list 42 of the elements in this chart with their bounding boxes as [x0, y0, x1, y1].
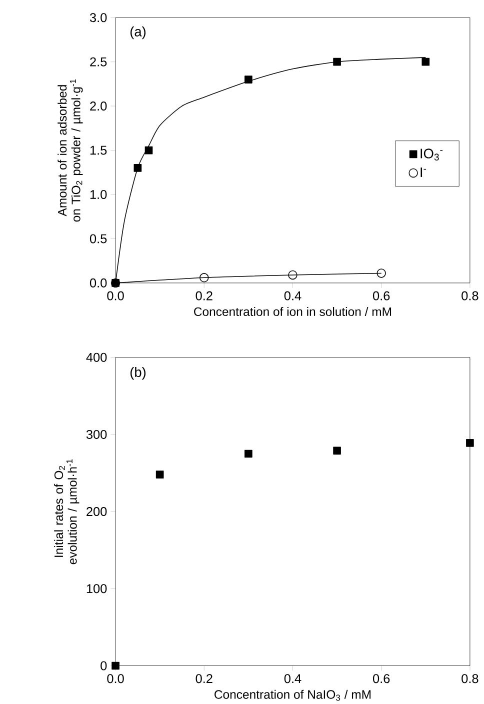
y-tick-label: 1.0 [90, 190, 107, 200]
point [333, 446, 342, 455]
x-tick-label: 0.0 [107, 291, 124, 300]
point [333, 58, 342, 66]
point [112, 662, 120, 670]
x-tick-label: 0.6 [373, 291, 390, 300]
y-tick-label: 2.0 [90, 102, 107, 111]
legend-label: IO$_{3}$- [420, 148, 443, 160]
point [466, 439, 474, 447]
x-tick-label: 0.8 [462, 291, 478, 300]
y-axis-title: Initial rates of O$_{2}$ evolution / µmol·h$^{-1}$ [54, 459, 80, 564]
x-tick-label: 0.2 [196, 291, 213, 300]
y-tick-label: 300 [86, 430, 107, 439]
y-tick-label: 1.5 [90, 146, 107, 155]
point [134, 164, 142, 172]
annotation: (b) [130, 366, 146, 380]
legend-label: I$^{-}$ [420, 168, 426, 177]
y-tick-label: 100 [87, 584, 107, 594]
point [200, 273, 209, 282]
point [244, 450, 253, 458]
y-tick-label: 200 [86, 507, 107, 516]
y-tick-label: 3.0 [90, 13, 107, 22]
point [156, 470, 164, 478]
x-tick-label: 0.2 [196, 674, 213, 684]
point [376, 268, 386, 278]
x-axis-title: Concentration of NaIO$_{3}$ / mM [214, 690, 371, 701]
y-tick-label: 0 [100, 661, 107, 670]
x-axis-title: Concentration of ion in solution / mM [194, 307, 392, 316]
y-tick-label: 0.0 [90, 278, 107, 288]
point [244, 76, 253, 84]
x-tick-label: 0.4 [284, 674, 302, 684]
y-tick-label: 2.5 [90, 57, 107, 66]
point [145, 146, 153, 154]
y-tick-label: 400 [86, 352, 107, 362]
x-tick-label: 0.6 [373, 674, 390, 684]
annotation: (a) [130, 26, 146, 40]
y-tick-label: 0.5 [90, 234, 107, 244]
point [422, 58, 430, 66]
point [288, 270, 298, 280]
x-tick-label: 0.8 [462, 674, 478, 684]
x-tick-label: 0.0 [107, 674, 124, 684]
x-tick-label: 0.4 [284, 291, 302, 300]
